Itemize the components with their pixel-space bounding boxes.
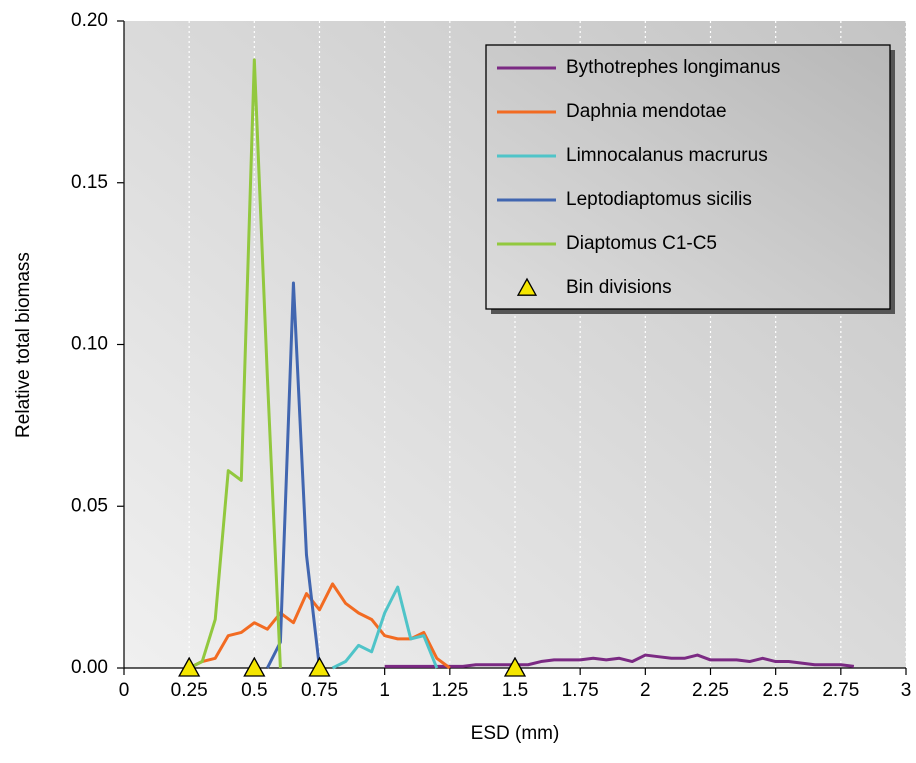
legend bbox=[485, 44, 891, 310]
x-tick-label: 1.25 bbox=[431, 680, 468, 701]
x-tick-label: 1.5 bbox=[502, 680, 528, 701]
series-line bbox=[331, 585, 439, 670]
legend-label: Bythotrephes longimanus bbox=[566, 57, 780, 78]
x-tick-label: 2.75 bbox=[822, 680, 859, 701]
legend-label: Bin divisions bbox=[566, 277, 672, 298]
series-line bbox=[188, 58, 282, 670]
bin-marker bbox=[243, 656, 266, 677]
x-tick-label: 1.75 bbox=[562, 680, 599, 701]
x-tick-label: 0.25 bbox=[171, 680, 208, 701]
y-tick-label: 0.20 bbox=[71, 10, 108, 31]
y-tick-label: 0.05 bbox=[71, 495, 108, 516]
y-axis-title: Relative total biomass bbox=[13, 252, 34, 438]
legend-label: Daphnia mendotae bbox=[566, 101, 727, 122]
series-line bbox=[384, 653, 855, 668]
x-tick-label: 0.5 bbox=[241, 680, 267, 701]
y-tick-label: 0.15 bbox=[71, 172, 108, 193]
x-tick-label: 2.5 bbox=[762, 680, 788, 701]
x-tick-label: 1 bbox=[379, 680, 390, 701]
legend-marker bbox=[516, 277, 538, 296]
series-line bbox=[266, 281, 321, 669]
legend-label: Diaptomus C1-C5 bbox=[566, 233, 717, 254]
y-tick-label: 0.00 bbox=[71, 657, 108, 678]
x-axis-title: ESD (mm) bbox=[471, 723, 560, 744]
x-tick-label: 3 bbox=[901, 680, 912, 701]
bin-marker bbox=[178, 656, 201, 677]
x-tick-label: 0 bbox=[119, 680, 130, 701]
bin-marker bbox=[503, 656, 527, 677]
series-line bbox=[188, 582, 451, 670]
legend-label: Limnocalanus macrurus bbox=[566, 145, 768, 166]
legend-label: Leptodiaptomus sicilis bbox=[566, 189, 752, 210]
x-tick-label: 2 bbox=[640, 680, 651, 701]
bin-marker bbox=[308, 656, 331, 677]
x-tick-label: 2.25 bbox=[692, 680, 729, 701]
x-tick-label: 0.75 bbox=[301, 680, 338, 701]
y-tick-label: 0.10 bbox=[71, 334, 108, 355]
